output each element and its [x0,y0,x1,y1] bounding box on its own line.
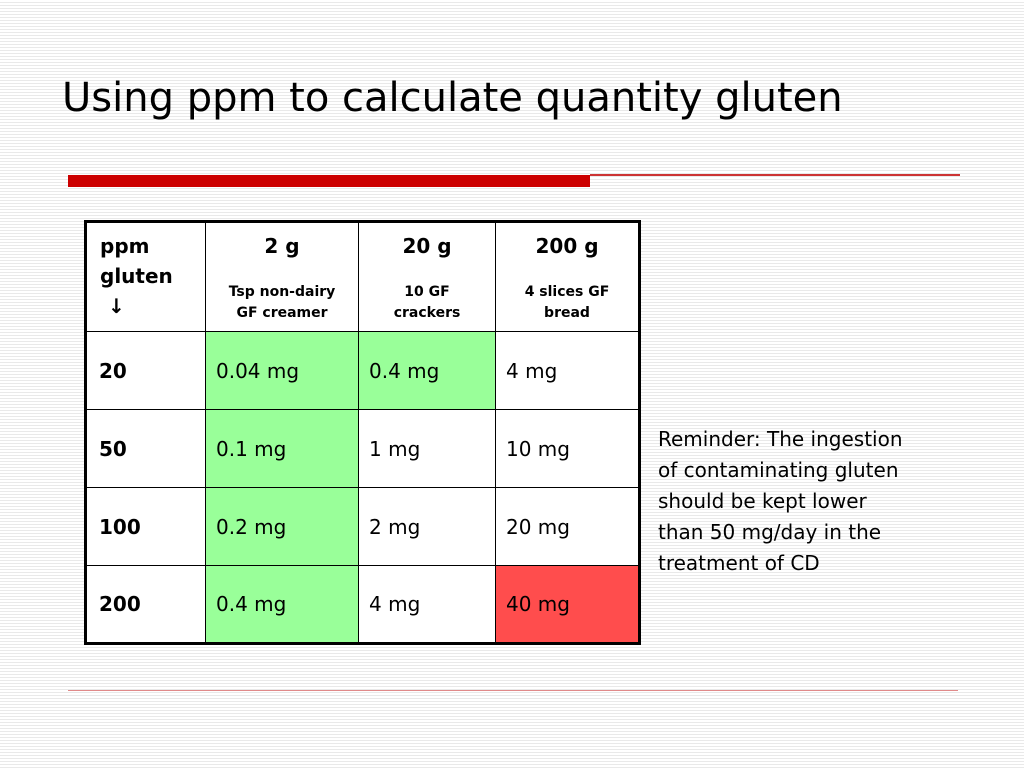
value-cell: 4 mg [495,331,640,410]
down-arrow-icon: ↓ [108,294,125,318]
column-header-200g: 200 g 4 slices GF bread [495,221,640,332]
table-row: 200 0.4 mg 4 mg 40 mg [85,565,640,644]
row-ppm-label: 100 [85,487,206,566]
value-cell: 0.04 mg [205,331,359,410]
column-desc-line2: bread [544,305,590,321]
value-cell: 0.1 mg [205,409,359,488]
column-description: 10 GF crackers [359,282,495,324]
value-cell: 0.4 mg [205,565,359,644]
column-amount: 2 g [264,234,300,258]
value-cell: 10 mg [495,409,640,488]
column-desc-line1: 10 GF [404,284,450,300]
table-header-row: ppm gluten ↓ 2 g Tsp non-dairy GF creamer… [85,221,640,332]
reminder-note: Reminder: The ingestion of contaminating… [658,427,903,575]
column-description: Tsp non-dairy GF creamer [206,282,358,324]
title-underline-thin [590,174,960,176]
ppm-header-line2: gluten [100,264,173,288]
value-cell: 0.4 mg [358,331,496,410]
value-cell: 20 mg [495,487,640,566]
gluten-quantity-table: ppm gluten ↓ 2 g Tsp non-dairy GF creamer… [84,220,641,645]
column-desc-line2: crackers [393,305,461,321]
value-cell: 0.2 mg [205,487,359,566]
row-ppm-label: 20 [85,331,206,410]
row-ppm-label: 200 [85,565,206,644]
value-cell: 2 mg [358,487,496,566]
ppm-header-line1: ppm [100,234,150,258]
table-row: 100 0.2 mg 2 mg 20 mg [85,487,640,566]
table-row: 20 0.04 mg 0.4 mg 4 mg [85,331,640,410]
column-desc-line2: GF creamer [236,305,328,321]
table-row: 50 0.1 mg 1 mg 10 mg [85,409,640,488]
title-underline-thick [68,175,590,187]
value-cell: 1 mg [358,409,496,488]
footer-divider [68,690,958,691]
column-header-2g: 2 g Tsp non-dairy GF creamer [205,221,359,332]
column-amount: 200 g [535,234,599,258]
ppm-header-cell: ppm gluten ↓ [85,221,206,332]
value-cell: 4 mg [358,565,496,644]
slide-title: Using ppm to calculate quantity gluten [62,75,843,121]
column-desc-line1: 4 slices GF [524,284,610,300]
column-desc-line1: Tsp non-dairy [228,284,336,300]
value-cell: 40 mg [495,565,640,644]
column-amount: 20 g [402,234,452,258]
row-ppm-label: 50 [85,409,206,488]
column-description: 4 slices GF bread [496,282,638,324]
column-header-20g: 20 g 10 GF crackers [358,221,496,332]
